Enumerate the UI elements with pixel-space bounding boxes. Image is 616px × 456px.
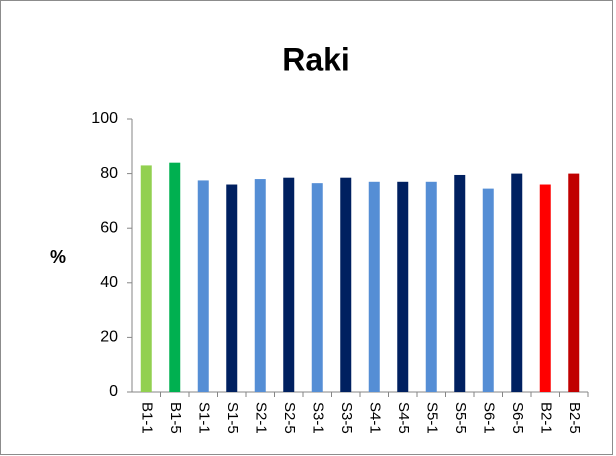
bar	[254, 179, 266, 392]
bar	[568, 173, 580, 392]
x-tick-label: S5-5	[452, 402, 469, 434]
x-tick-label: S6-5	[509, 402, 526, 434]
x-tick-label: S5-1	[423, 402, 440, 434]
bar	[226, 184, 238, 392]
x-tick-label: S4-5	[395, 402, 412, 434]
bar	[311, 183, 323, 392]
bar	[539, 184, 551, 392]
bar	[482, 188, 494, 392]
x-tick-label: S3-1	[309, 402, 326, 434]
x-tick-label: S3-5	[338, 402, 355, 434]
y-tick-label: 40	[100, 274, 118, 291]
x-tick-label: B2-1	[537, 402, 554, 434]
bar	[454, 174, 466, 392]
bar	[283, 177, 295, 392]
x-tick-label: B2-5	[566, 402, 583, 434]
x-tick-label: S2-5	[281, 402, 298, 434]
bar	[197, 180, 209, 392]
x-tick-label: S2-1	[252, 402, 269, 434]
y-tick-label: 100	[91, 110, 118, 127]
x-tick-label: S4-1	[366, 402, 383, 434]
bar	[511, 173, 523, 392]
bar	[397, 181, 409, 392]
bar	[140, 165, 152, 392]
bar	[169, 162, 181, 392]
y-tick-label: 60	[100, 219, 118, 236]
x-tick-label: S1-5	[224, 402, 241, 434]
x-tick-label: S1-1	[195, 402, 212, 434]
y-tick-label: 0	[109, 383, 118, 400]
bar	[425, 181, 437, 392]
chart-title: Raki	[282, 41, 350, 77]
y-axis-label: %	[50, 247, 66, 267]
x-tick-label: B1-5	[167, 402, 184, 434]
x-tick-label: B1-1	[138, 402, 155, 434]
y-tick-label: 20	[100, 329, 118, 346]
bar	[340, 177, 352, 392]
y-tick-label: 80	[100, 165, 118, 182]
bar	[368, 181, 380, 392]
x-tick-label: S6-1	[480, 402, 497, 434]
